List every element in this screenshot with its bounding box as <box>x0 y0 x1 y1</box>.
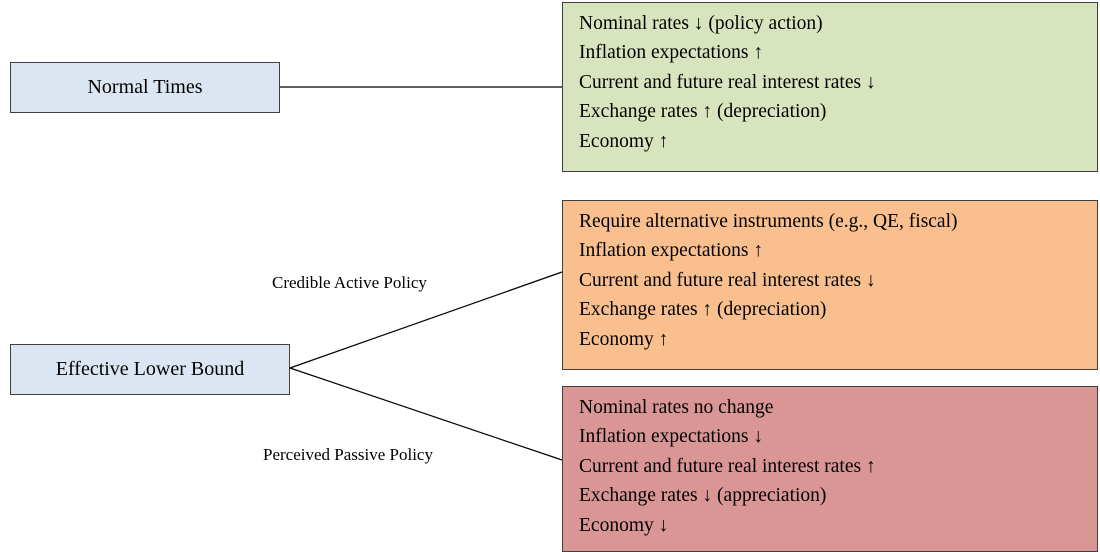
node: Effective Lower Bound <box>10 344 290 395</box>
node: Normal Times <box>10 62 280 113</box>
edge-label: Credible Active Policy <box>272 273 427 292</box>
connector <box>289 271 563 369</box>
outcome-line: Nominal rates no change <box>579 397 774 418</box>
outcome-line: Current and future real interest rates ↓ <box>579 269 876 291</box>
outcome-line: Inflation expectations ↓ <box>579 426 764 448</box>
outcome-box: Nominal rates ↓ (policy action) Inflation… <box>562 2 1098 172</box>
outcome-line: Nominal rates ↓ (policy action) <box>579 13 823 34</box>
outcome-line: Exchange rates ↑ (depreciation) <box>579 101 827 123</box>
outcome-line: Current and future real interest rates ↑ <box>579 455 876 477</box>
outcome-line: Exchange rates ↓ (appreciation) <box>579 485 827 507</box>
outcome-line: Economy ↑ <box>579 130 669 152</box>
outcome-box: Nominal rates no change Inflation expecta… <box>562 386 1098 552</box>
edge-label: Perceived Passive Policy <box>263 445 433 464</box>
outcome-box: Require alternative instruments (e.g., Q… <box>562 200 1098 370</box>
outcome-line: Current and future real interest rates ↓ <box>579 71 876 93</box>
outcome-line: Inflation expectations ↑ <box>579 240 764 262</box>
outcome-line: Exchange rates ↑ (depreciation) <box>579 299 827 321</box>
connector <box>289 367 563 461</box>
outcome-line: Inflation expectations ↑ <box>579 42 764 64</box>
outcome-line: Require alternative instruments (e.g., Q… <box>579 211 958 232</box>
outcome-line: Economy ↑ <box>579 328 669 350</box>
outcome-line: Economy ↓ <box>579 514 669 536</box>
